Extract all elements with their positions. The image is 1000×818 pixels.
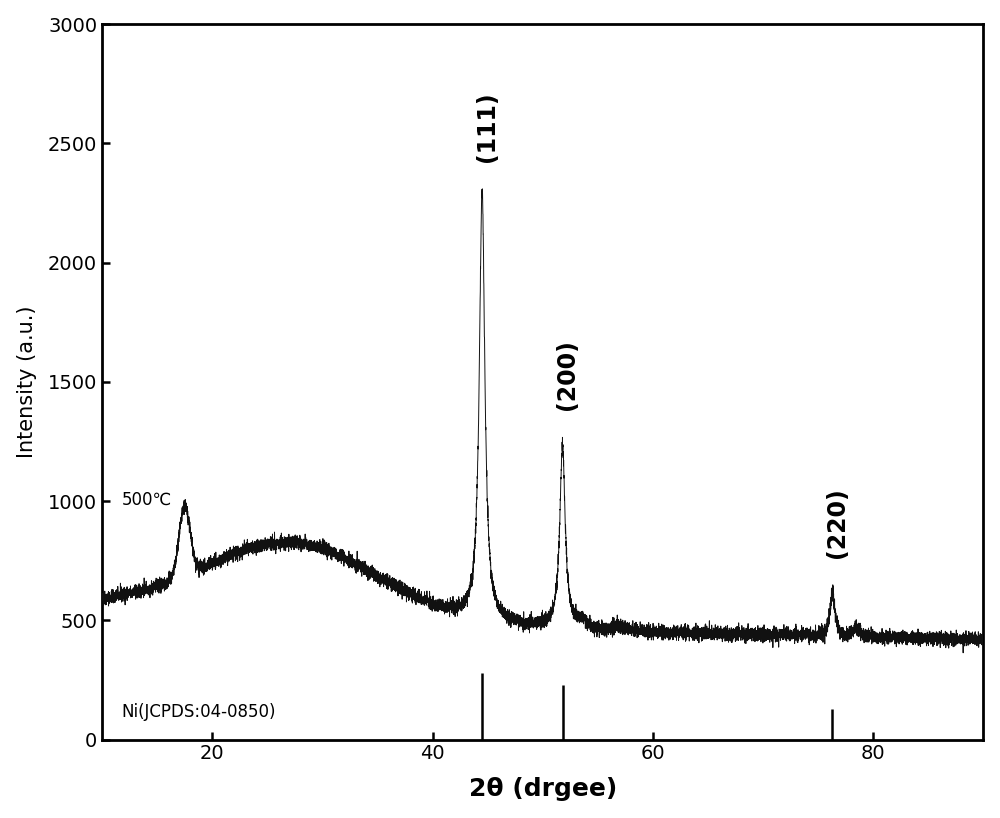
Y-axis label: Intensity (a.u.): Intensity (a.u.): [17, 306, 37, 458]
Text: (111): (111): [475, 92, 499, 163]
X-axis label: 2θ (drgee): 2θ (drgee): [469, 777, 617, 802]
Text: Ni(JCPDS:04-0850): Ni(JCPDS:04-0850): [122, 703, 276, 721]
Text: (220): (220): [825, 488, 849, 559]
Text: 500℃: 500℃: [122, 491, 172, 509]
Text: (200): (200): [555, 339, 579, 411]
